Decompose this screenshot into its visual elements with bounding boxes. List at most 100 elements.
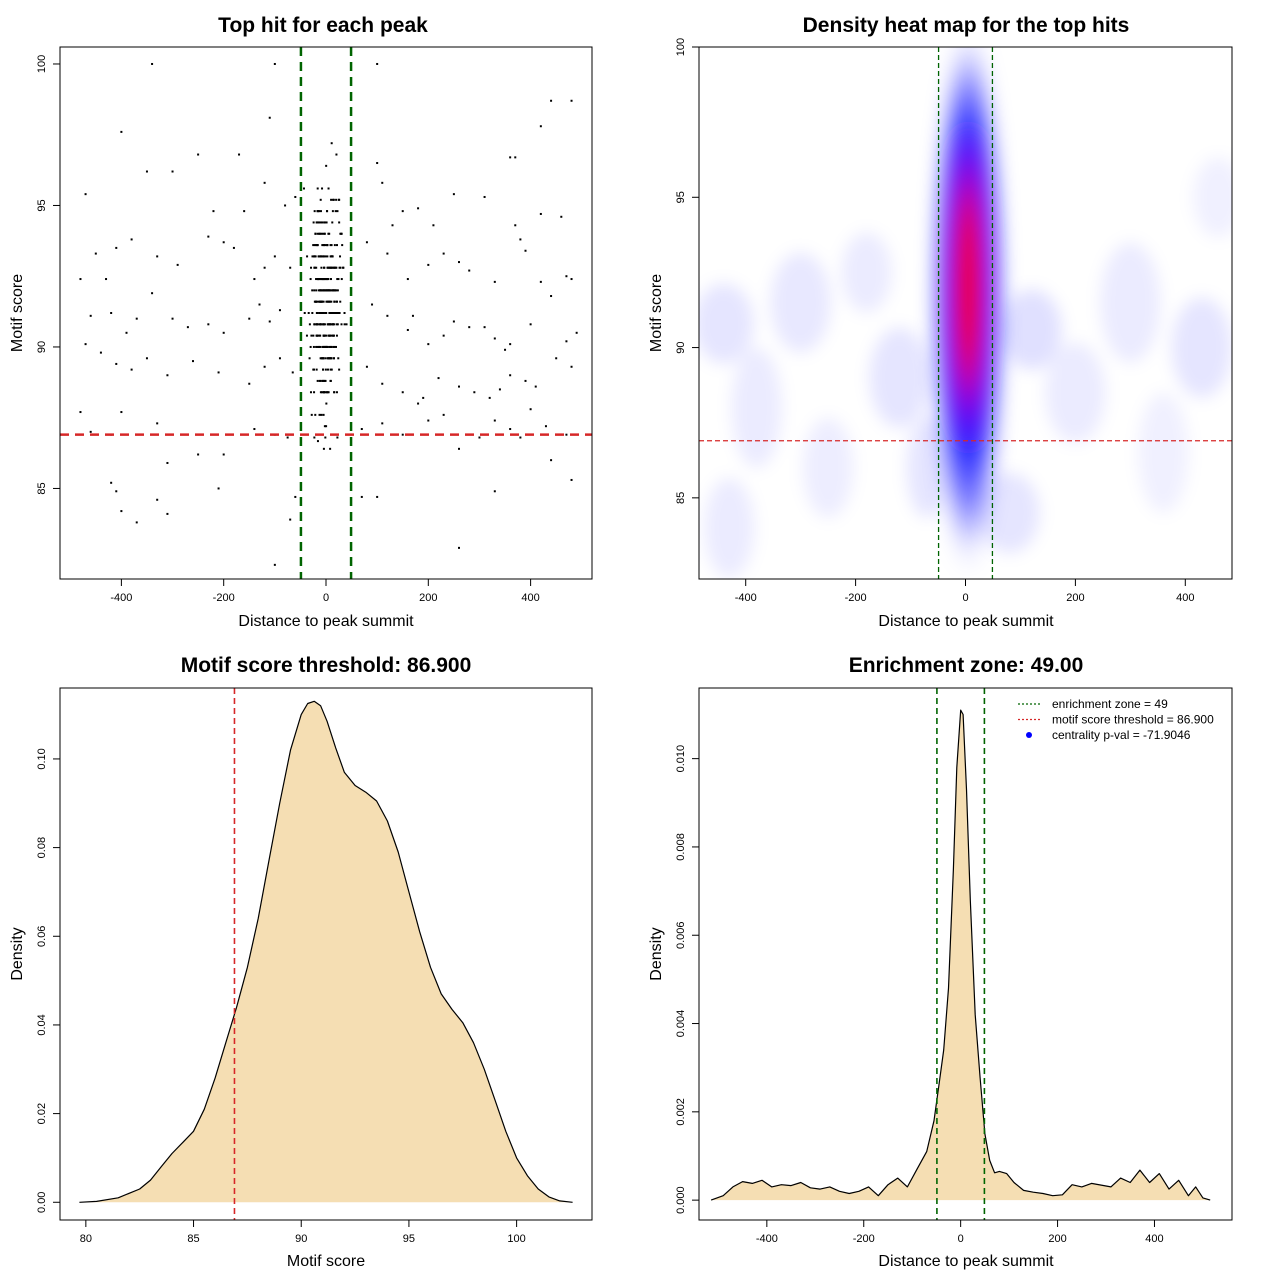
data-point [273,62,276,65]
density-blob [1001,289,1062,370]
data-point [321,232,324,235]
data-point [339,255,342,258]
data-point [323,323,326,326]
data-point [570,99,573,102]
data-point [232,246,235,249]
data-point [322,357,325,360]
data-point [278,309,281,312]
data-point [248,317,251,320]
data-point [493,337,496,340]
data-point [335,312,338,314]
data-point [197,153,200,156]
data-point [335,323,338,326]
heatmap-density [699,47,1232,579]
data-point [337,312,340,314]
data-point [570,278,573,281]
data-point [313,244,316,247]
x-tick-label: 400 [1176,592,1194,604]
data-point [315,334,318,337]
x-tick-label: 0 [323,592,329,604]
data-point [338,221,341,224]
data-point [575,331,578,334]
data-point [341,244,344,247]
data-point [331,210,334,213]
heatmap-title: Density heat map for the top hits [803,14,1130,37]
density-blob [1045,342,1106,443]
data-point [321,300,324,303]
data-point [442,252,445,255]
data-point [312,244,315,247]
data-point [329,357,332,360]
scatter-axes: -400 -200 0 200 400 85 90 95 100 [36,55,540,604]
data-point [333,300,336,303]
data-point [514,156,517,159]
data-point [458,546,460,549]
data-point [315,345,318,348]
y-tick-label: 0.08 [36,837,48,858]
score-density-xlabel: Motif score [287,1253,365,1270]
heatmap-xlabel: Distance to peak summit [878,613,1054,630]
data-point [321,379,324,382]
data-point [315,221,318,224]
data-point [263,365,266,368]
data-point [294,495,297,498]
data-point [284,204,287,207]
data-point [376,162,379,165]
data-point [323,232,326,235]
data-point [308,357,311,360]
data-point [325,334,328,337]
data-point [286,436,289,439]
scatter-reference-lines [60,47,592,579]
data-point [376,495,379,498]
data-point [335,153,338,156]
data-point [328,300,331,303]
data-point [321,278,324,281]
data-point [365,365,368,368]
data-point [319,198,322,201]
score-density-title: Motif score threshold: 86.900 [181,654,472,677]
data-point [324,278,327,281]
y-tick-label: 0.004 [675,1010,687,1038]
data-point [166,512,169,515]
distance-density-marks [710,688,1211,1220]
data-point [322,413,325,416]
data-point [303,312,306,314]
y-tick-label: 0.006 [675,921,687,949]
data-point [529,408,532,411]
data-point [360,495,363,498]
data-point [317,255,320,258]
data-point [331,221,334,224]
data-point [325,391,328,394]
y-tick-label: 0.04 [36,1014,48,1035]
data-point [156,422,159,425]
data-point [105,278,108,281]
y-tick-label: 0.00 [36,1192,48,1213]
x-tick-label: 0 [962,592,968,604]
data-point [371,303,374,306]
data-point [321,187,324,190]
data-point [291,371,294,374]
legend-dot-icon [1026,732,1032,738]
data-point [79,278,82,281]
y-tick-label: 0.002 [675,1098,687,1126]
data-point [324,334,327,337]
data-point [319,323,322,326]
heatmap-core-density [936,67,1001,528]
density-blob [979,472,1040,553]
x-tick-label: -400 [735,592,757,604]
score-density-plot-frame [59,687,593,1221]
data-point [307,312,310,314]
data-point [550,99,553,102]
data-point [324,357,327,360]
data-point [332,266,335,269]
data-point [305,334,308,337]
data-point [321,244,324,247]
data-point [156,498,159,501]
data-point [332,323,335,326]
data-point [381,422,384,425]
data-point [268,320,271,323]
scatter-title: Top hit for each peak [218,14,428,37]
data-point [135,521,138,524]
data-point [320,413,323,416]
